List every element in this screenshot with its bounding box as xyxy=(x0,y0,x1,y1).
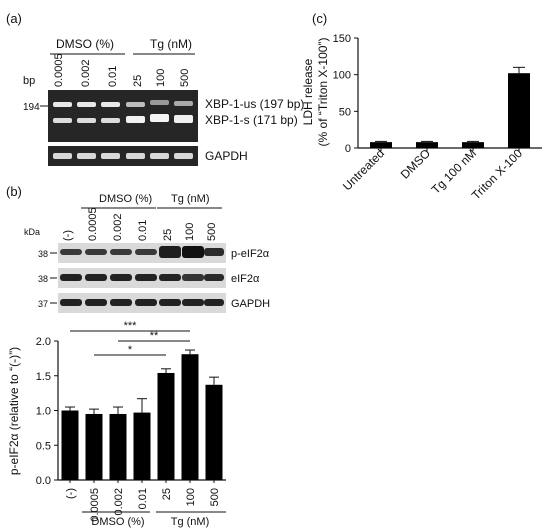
blot-label-1: p-eIF2α xyxy=(231,248,270,260)
lane-b-5: 25 xyxy=(162,229,174,241)
panel-a: (a) DMSO (%) Tg (nM) 0.0005 0.002 0.01 2… xyxy=(6,11,304,166)
chart-b-xtick-label: 0.002 xyxy=(113,488,125,516)
panel-b: (b) DMSO (%) Tg (nM) kDa (-) 0.0005 0.00… xyxy=(6,184,270,528)
panel-a-label: (a) xyxy=(6,11,22,26)
chart-b-dmso-label: DMSO (%) xyxy=(91,516,144,528)
chart-b-bar xyxy=(85,413,103,480)
lane-b-7: 500 xyxy=(206,223,218,241)
band-gapdh-a: GAPDH xyxy=(205,149,248,163)
lane-b-4: 0.01 xyxy=(137,220,149,241)
chart-c-ytick-label: 150 xyxy=(333,33,351,45)
lane-a-4: 25 xyxy=(132,75,144,87)
chart-b-bar xyxy=(133,412,151,480)
chart-b-xtick-label: 0.01 xyxy=(137,488,149,509)
chart-b-bar xyxy=(109,413,127,480)
chart-b-bar xyxy=(181,354,199,480)
chart-b-xtick-label: 100 xyxy=(185,488,197,506)
chart-b-bar xyxy=(61,410,79,480)
chart-b-sig-label: * xyxy=(128,344,133,356)
chart-c-ylabel-unit: (% of “Triton X-100”) xyxy=(316,38,330,147)
xbp1-gel xyxy=(48,90,198,142)
lane-b-2: 0.0005 xyxy=(87,207,99,241)
marker-b-2: 38 xyxy=(38,274,48,284)
lane-b-3: 0.002 xyxy=(112,213,124,241)
chart-b-ytick-label: 1.0 xyxy=(36,406,51,418)
chart-b-xtick-label: (-) xyxy=(65,488,77,499)
panel-b-label: (b) xyxy=(6,184,22,199)
lane-b-6: 100 xyxy=(184,223,196,241)
band-xbp1-us: XBP-1-us (197 bp) xyxy=(205,97,304,111)
chart-b-tg-label: Tg (nM) xyxy=(171,516,210,528)
marker-194: 194 xyxy=(23,102,40,113)
chart-c-ytick-label: 0 xyxy=(345,143,351,155)
blot-label-3: GAPDH xyxy=(231,298,270,310)
chart-b-xtick-label: 0.0005 xyxy=(89,488,101,522)
panel-c-label: (c) xyxy=(312,11,327,26)
chart-b-ytick-label: 2.0 xyxy=(36,336,51,348)
chart-b-xtick-label: 500 xyxy=(209,488,221,506)
chart-b-sig-label: *** xyxy=(124,320,138,332)
lane-a-2: 0.002 xyxy=(80,59,92,87)
chart-c-ylabel: LDH release xyxy=(301,58,315,125)
kda-label: kDa xyxy=(24,227,40,237)
tg-group-label: Tg (nM) xyxy=(150,37,192,51)
chart-b-ylabel: p-eIF2α (relative to “(-)”) xyxy=(7,347,21,475)
chart-c: 0 50 100 150 LDH release (% of “Triton X-100”… xyxy=(301,33,542,203)
chart-b-bar xyxy=(205,384,223,480)
tg-group-label-b: Tg (nM) xyxy=(171,193,210,205)
chart-c-ytick-label: 100 xyxy=(333,70,351,82)
chart-b-sig-label: ** xyxy=(150,330,159,342)
lane-a-3: 0.01 xyxy=(107,66,119,87)
bp-label: bp xyxy=(23,75,35,87)
chart-b-xtick-label: 25 xyxy=(161,488,173,500)
blot-p-eif2a xyxy=(58,243,226,263)
chart-c-xtick-label: DMSO xyxy=(398,146,433,181)
gapdh-gel-a xyxy=(48,146,198,166)
chart-b-bar xyxy=(157,372,175,480)
chart-b-ytick-label: 0.0 xyxy=(36,475,51,487)
chart-b-ytick-label: 1.5 xyxy=(36,371,51,383)
blot-gapdh-b xyxy=(58,293,226,313)
chart-b-ytick-label: 0.5 xyxy=(36,440,51,452)
lane-b-1: (-) xyxy=(62,230,74,241)
blot-label-2: eIF2α xyxy=(231,273,260,285)
dmso-group-label-b: DMSO (%) xyxy=(99,193,152,205)
lane-a-5: 100 xyxy=(155,69,167,87)
marker-b-3: 37 xyxy=(38,299,48,309)
chart-c-bar xyxy=(508,73,530,148)
chart-c-bar xyxy=(462,142,484,148)
lane-a-1: 0.0005 xyxy=(53,53,65,87)
dmso-group-label: DMSO (%) xyxy=(56,37,114,51)
chart-c-bar xyxy=(370,142,392,148)
xbp1-bands xyxy=(53,100,193,123)
panel-c: (c) 0 50 100 150 LDH release (% of “Triton X-… xyxy=(301,11,542,203)
blot-eif2a xyxy=(58,268,226,288)
lane-a-6: 500 xyxy=(179,69,191,87)
band-xbp1-s: XBP-1-s (171 bp) xyxy=(205,113,298,127)
chart-c-bar xyxy=(416,142,438,148)
chart-c-ytick-label: 50 xyxy=(339,106,351,118)
chart-b: 0.0 0.5 1.0 1.5 2.0 p-eIF2α (relative to “(-)… xyxy=(7,320,226,528)
marker-b-1: 38 xyxy=(38,249,48,259)
gapdh-bands-a xyxy=(53,153,193,159)
